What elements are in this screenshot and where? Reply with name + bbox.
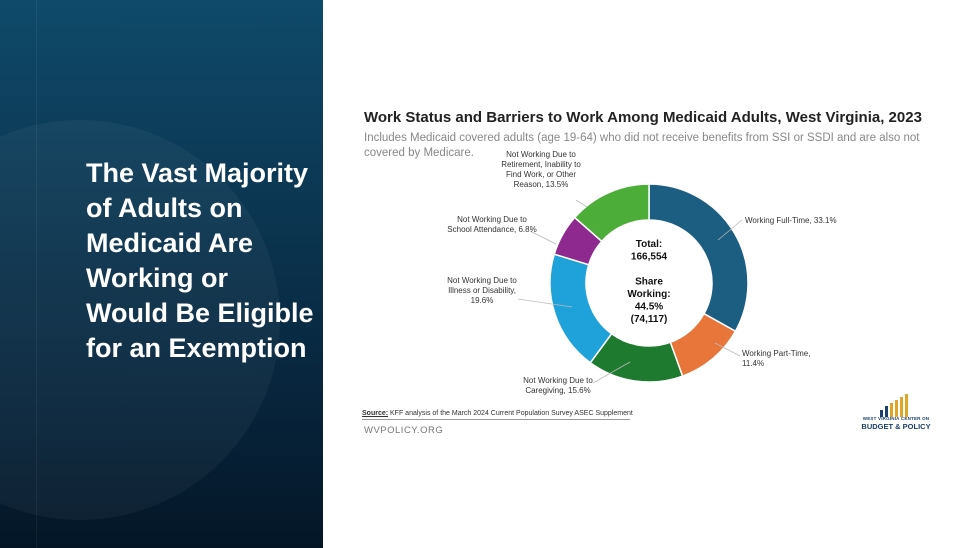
- chart-title: Work Status and Barriers to Work Among M…: [364, 109, 922, 126]
- slice-label-5: Not Working Due to Retirement, Inability …: [501, 150, 581, 189]
- slice-0: [648, 183, 749, 333]
- leader-line-4: [529, 230, 557, 245]
- source-label: Source:: [362, 410, 389, 417]
- leader-line-0: [717, 219, 743, 241]
- logo-small-text: WEST VIRGINIA CENTER ON: [862, 416, 930, 421]
- slice-label-1: Working Part-Time, 11.4%: [742, 349, 810, 368]
- slice-label-0: Working Full-Time, 33.1%: [745, 216, 837, 225]
- chart-subtitle: Includes Medicaid covered adults (age 19…: [364, 132, 920, 159]
- source-note: Source: KFF analysis of the March 2024 C…: [362, 410, 633, 417]
- decorative-line: [36, 0, 37, 548]
- source-divider: [362, 419, 630, 420]
- slice-label-4: Not Working Due to School Attendance, 6.8…: [447, 215, 536, 234]
- logo-bar: [895, 400, 898, 417]
- leader-line-1: [714, 342, 741, 357]
- logo-bar: [900, 397, 903, 417]
- leader-line-2: [592, 361, 631, 384]
- logo-big-text: BUDGET & POLICY: [861, 422, 931, 431]
- center-summary: Total: 166,554 Share Working: 44.5% (74,117): [627, 239, 670, 325]
- slice-label-2: Not Working Due to Caregiving, 15.6%: [523, 376, 593, 395]
- slice-3: [549, 253, 613, 364]
- wvcbp-logo: WEST VIRGINIA CENTER ON BUDGET & POLICY: [855, 393, 935, 433]
- logo-bar: [890, 403, 893, 417]
- leader-line-3: [517, 298, 573, 308]
- leader-line-5: [575, 199, 588, 208]
- logo-bar: [905, 394, 908, 417]
- logo-bars-icon: [880, 393, 910, 417]
- logo-bar: [885, 406, 888, 417]
- site-url: WVPOLICY.ORG: [364, 425, 444, 436]
- logo-bar: [880, 410, 883, 417]
- slide-headline: The Vast Majority of Adults on Medicaid …: [86, 158, 314, 363]
- slice-label-3: Not Working Due to Illness or Disability,…: [447, 276, 517, 305]
- source-text: KFF analysis of the March 2024 Current P…: [388, 410, 633, 417]
- slice-5: [573, 183, 650, 243]
- left-panel: The Vast Majority of Adults on Medicaid …: [0, 0, 323, 548]
